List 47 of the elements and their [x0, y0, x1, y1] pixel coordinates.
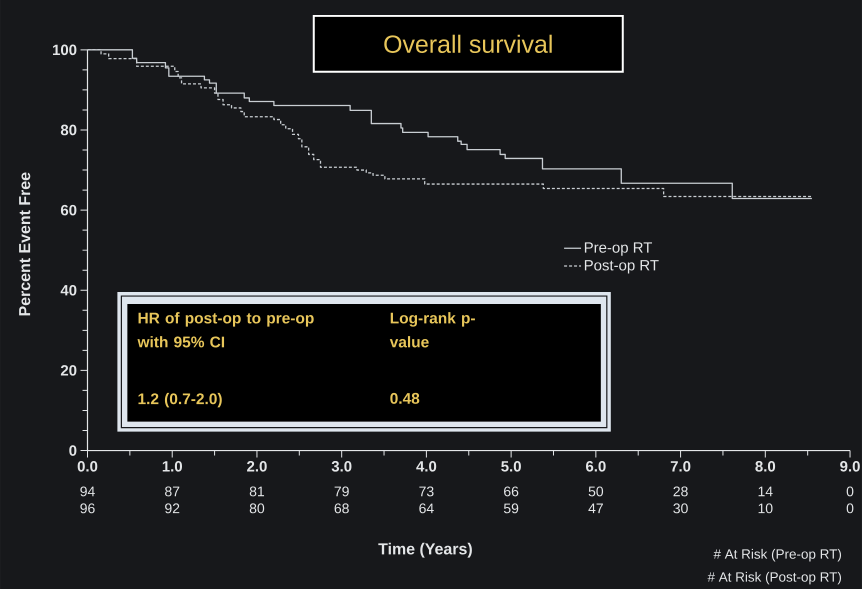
x-tick-label: 4.0	[416, 460, 436, 472]
text: 0	[846, 486, 854, 496]
y-tick-label: 100	[53, 44, 76, 56]
text: 14	[758, 486, 773, 496]
y-tick-label: 60	[60, 204, 76, 216]
text: 68	[334, 503, 349, 514]
y-tick-label: 0	[69, 445, 76, 456]
text: 81	[250, 486, 264, 496]
x-tick-label: 3.0	[332, 460, 352, 472]
text: 66	[504, 486, 518, 496]
x-tick-label: 5.0	[501, 460, 521, 472]
text: 94	[80, 486, 95, 496]
text: 87	[165, 486, 180, 496]
x-tick-label: 9.0	[840, 460, 860, 472]
text: 50	[588, 486, 604, 496]
y-tick-label: 20	[60, 365, 76, 376]
text: 96	[80, 503, 95, 514]
y-axis-title: Percent Event Free	[19, 172, 30, 316]
annotation: 1.2 (0.7-2.0)	[138, 392, 222, 408]
text: 28	[674, 486, 688, 496]
text: 73	[419, 486, 434, 496]
annotation: HR of post-op to pre-op with 95% CI	[137, 312, 314, 348]
text: 30	[673, 503, 688, 514]
annotation: 0.48	[390, 392, 420, 404]
text: 59	[504, 503, 518, 514]
x-tick-label: 0.0	[78, 460, 98, 472]
x-tick-label: 1.0	[162, 460, 182, 472]
text: 47	[588, 504, 603, 514]
y-tick-label: 80	[60, 124, 76, 136]
text: 0	[846, 503, 854, 514]
legend-label: Pre-op RT	[584, 242, 652, 256]
text: 92	[165, 503, 180, 514]
text: 79	[334, 486, 349, 496]
text: # At Risk (Post-op RT)	[708, 572, 842, 584]
x-tick-label: 2.0	[247, 460, 267, 472]
text: 80	[250, 503, 264, 514]
x-tick-label: 8.0	[755, 460, 776, 472]
annotation: Log-rank p-value	[390, 312, 475, 348]
y-tick-label: 40	[60, 284, 76, 296]
x-tick-label: 7.0	[670, 460, 690, 472]
text: 10	[758, 503, 773, 514]
chart-title: Overall survival	[384, 34, 552, 53]
x-tick-label: 6.0	[586, 460, 606, 472]
legend-label: Post-op RT	[584, 260, 659, 274]
text: # At Risk (Pre-op RT)	[714, 548, 842, 562]
text: 64	[419, 503, 434, 514]
x-axis-title: Time (Years)	[378, 542, 472, 558]
